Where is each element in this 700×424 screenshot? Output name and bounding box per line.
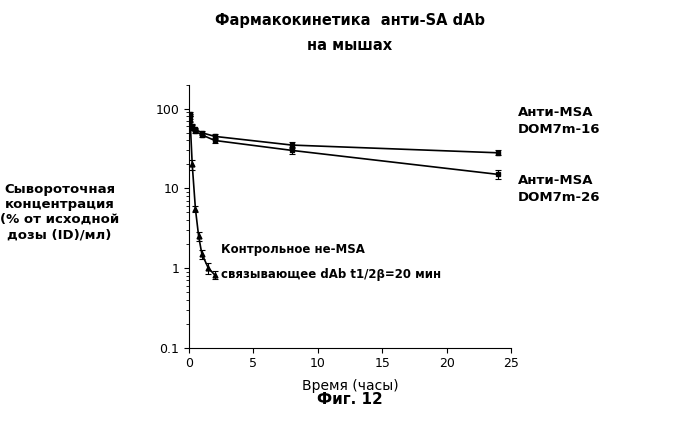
Text: Сывороточная
концентрация
(% от исходной
дозы (ID)/мл): Сывороточная концентрация (% от исходной… xyxy=(0,183,119,241)
Text: на мышах: на мышах xyxy=(307,38,393,53)
Text: Анти-MSA: Анти-MSA xyxy=(518,174,594,187)
Text: DOM7m-16: DOM7m-16 xyxy=(518,123,601,136)
Text: Фиг. 12: Фиг. 12 xyxy=(317,392,383,407)
Text: связывающее dAb t1/2β=20 мин: связывающее dAb t1/2β=20 мин xyxy=(221,268,441,281)
Text: Контрольное не-MSA: Контрольное не-MSA xyxy=(221,243,365,257)
Text: DOM7m-26: DOM7m-26 xyxy=(518,191,601,204)
Text: Анти-MSA: Анти-MSA xyxy=(518,106,594,119)
Text: Фармакокинетика  анти-SA dAb: Фармакокинетика анти-SA dAb xyxy=(215,13,485,28)
X-axis label: Время (часы): Время (часы) xyxy=(302,379,398,393)
